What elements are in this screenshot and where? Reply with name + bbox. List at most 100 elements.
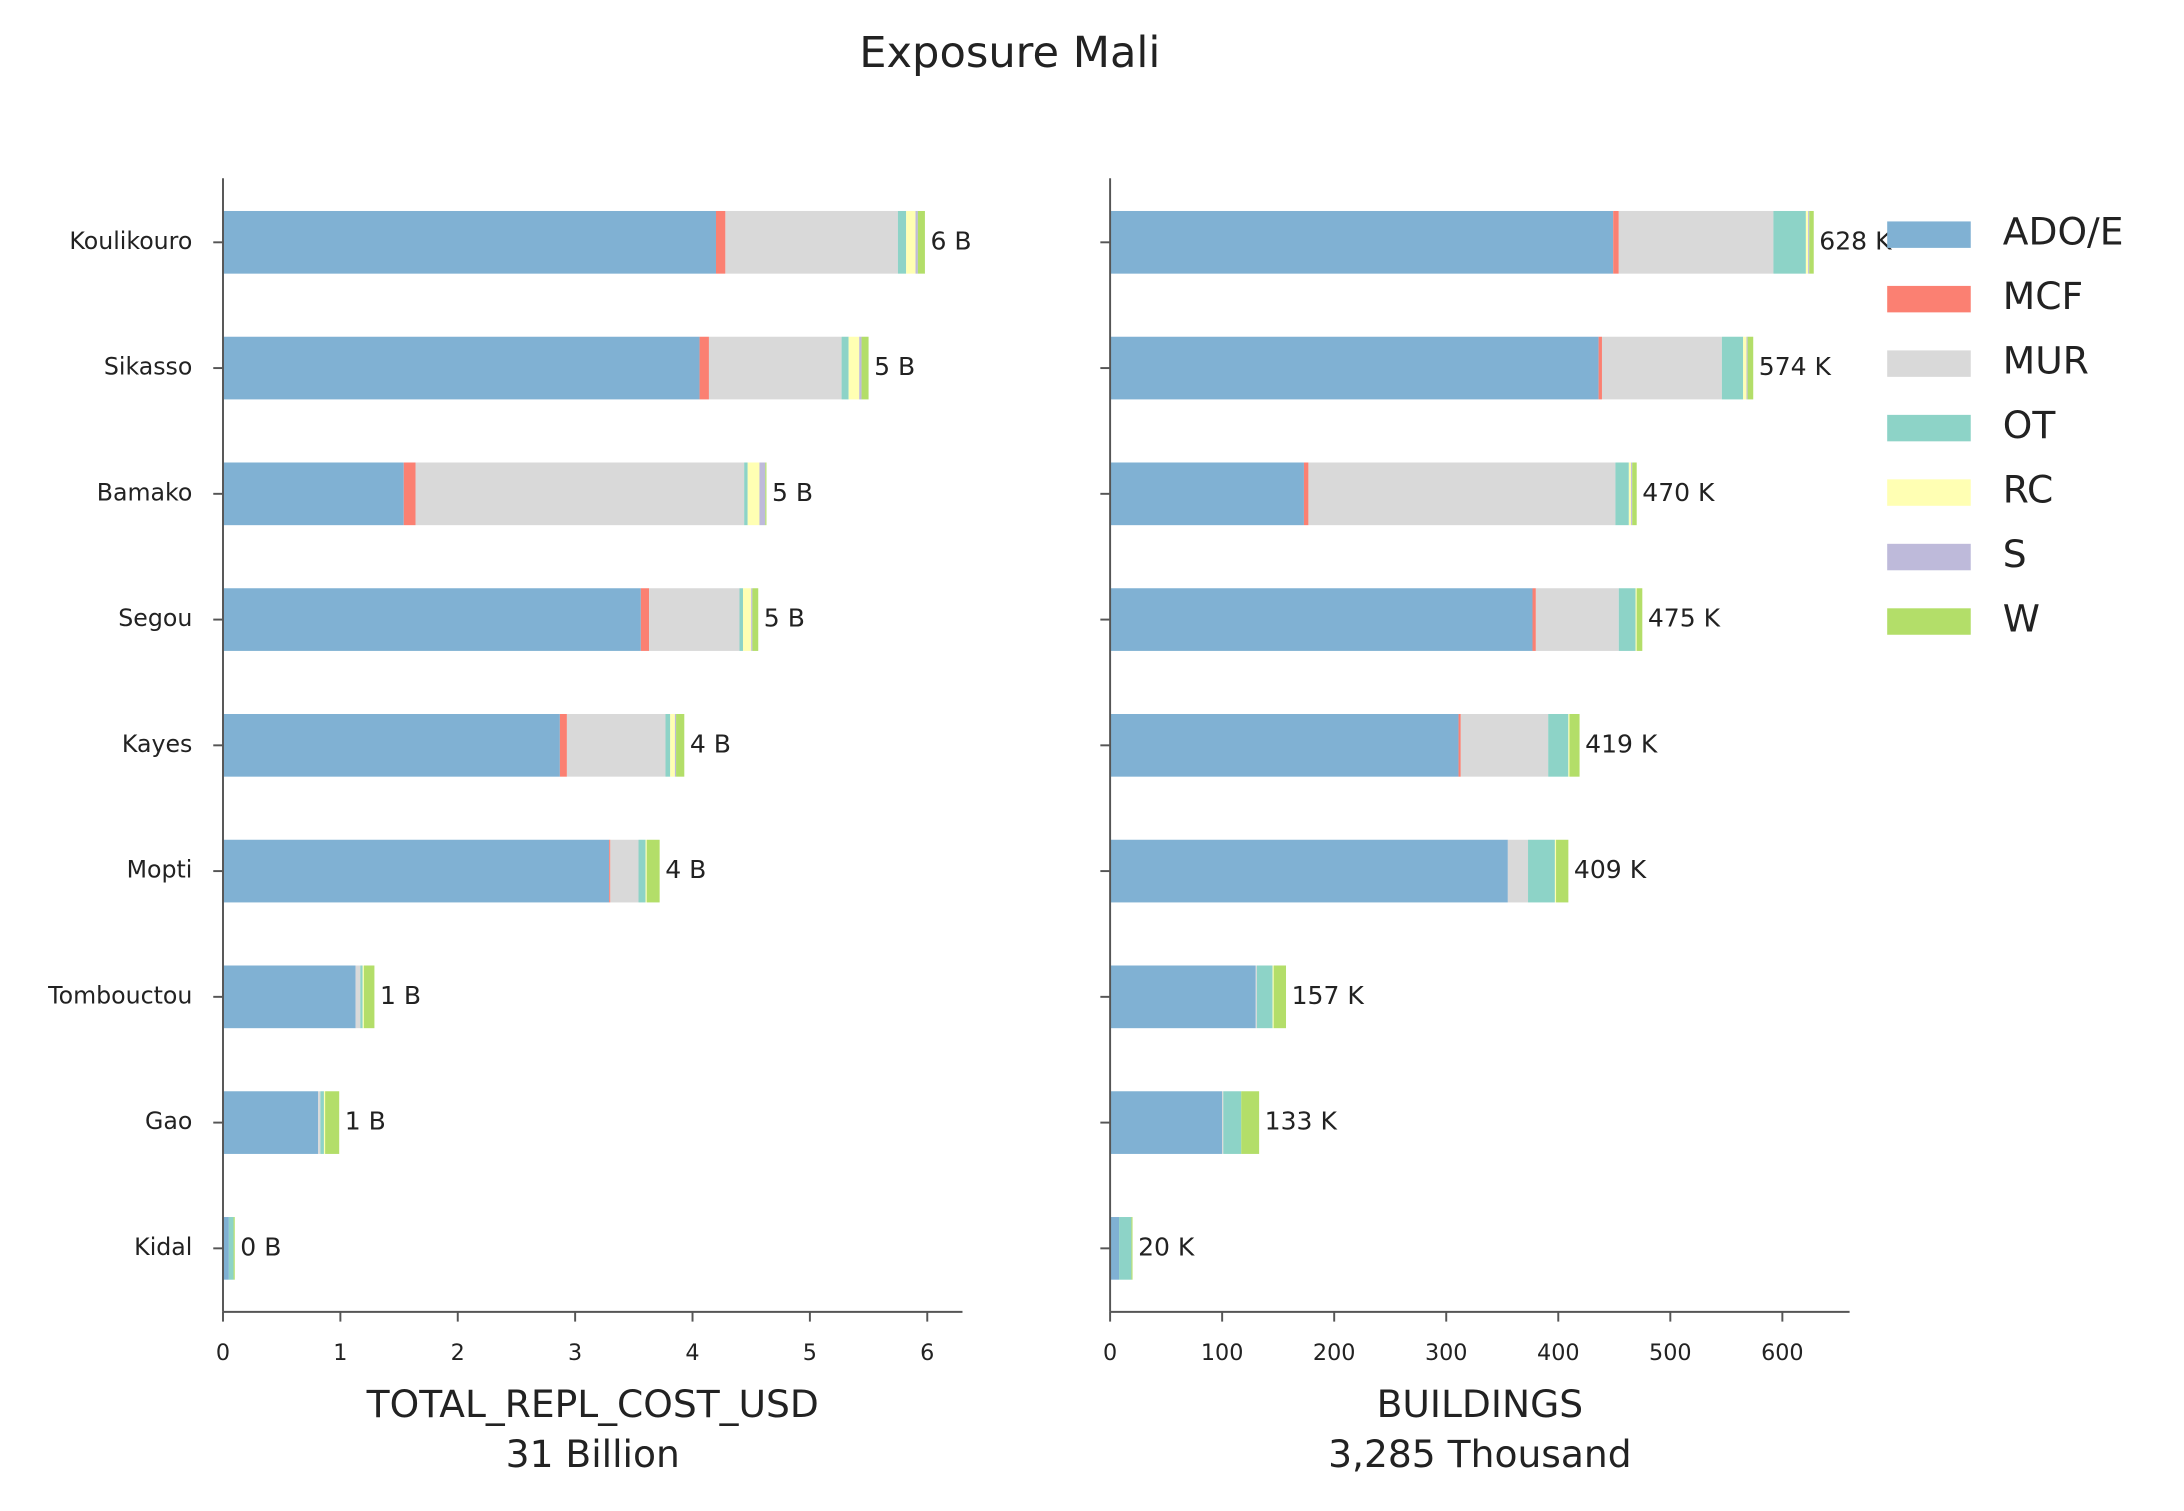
legend-label: MUR [2003,338,2089,382]
bar-segment [223,1091,319,1154]
bar-segment [752,588,759,651]
x-axis-note: 31 Billion [506,1432,680,1476]
bar-segment [1458,713,1461,777]
bar-segment [318,1091,321,1154]
bar-segment [739,588,743,651]
bar-segment [1110,336,1599,400]
bar-segment [638,839,646,903]
total-label: 475 K [1648,604,1721,633]
bar-segment [742,588,752,651]
bar-segment [223,965,356,1029]
total-label: 1 B [345,1107,386,1136]
x-tick-label: 6 [920,1340,934,1366]
bar-segment [1598,336,1602,400]
total-label: 5 B [764,604,805,633]
bar-segment [610,839,639,903]
y-tick-label: Kayes [122,730,192,758]
total-label: 5 B [772,478,813,507]
bar-segment [1272,965,1274,1029]
bar-segment [759,462,766,526]
bar-segment [1601,336,1722,400]
bar-segment [223,210,716,274]
bar-segment [1119,1217,1132,1280]
bar-segment [1743,336,1747,400]
bar-segment [1568,713,1570,777]
y-tick-label: Tombouctou [47,981,192,1009]
legend-swatch [1887,543,1971,571]
y-tick-label: Koulikouro [69,227,192,255]
bar-segment [1628,462,1632,526]
x-tick-label: 5 [803,1340,817,1366]
bar-segment [362,965,364,1029]
legend-label: RC [2003,467,2054,511]
bar-segment [355,965,361,1029]
total-label: 0 B [240,1232,281,1261]
bar-segment [859,336,862,400]
bar-segment [1535,588,1619,651]
bar-segment [751,588,753,651]
bar-segment [1747,336,1754,400]
legend-swatch [1887,285,1971,313]
bar-segment [640,588,650,651]
x-tick-label: 500 [1649,1340,1691,1366]
legend-label: S [2003,532,2027,576]
bar-segment [725,210,898,274]
bar-segment [646,839,660,903]
legend-label: ADO/E [2003,209,2124,253]
bar-segment [360,965,363,1029]
bar-segment [1809,210,1814,274]
bar-segment [1613,210,1619,274]
bar-segment [1110,965,1256,1029]
bar-segment [1618,588,1636,651]
bar-segment [223,1217,229,1280]
bar-segment [1548,713,1569,777]
bar-segment [841,336,849,400]
bar-segment [699,336,709,400]
bar-segment [1110,462,1304,526]
total-label: 157 K [1292,981,1365,1010]
bar-segment [223,588,641,651]
bar-segment [1507,839,1529,903]
bar-segment [1636,588,1643,651]
x-tick-label: 600 [1761,1340,1803,1366]
bar-segment [744,462,748,526]
legend-swatch [1887,350,1971,377]
bar-segment [223,713,560,777]
legend-label: MCF [2003,274,2083,318]
bar-segment [1773,210,1806,274]
bar-segment [848,336,860,400]
x-axis-label: BUILDINGS [1377,1382,1583,1426]
legend-swatch [1887,608,1971,635]
x-tick-label: 0 [216,1340,230,1366]
bar-segment [1805,210,1809,274]
bar-segment [1110,839,1508,903]
total-label: 6 B [930,226,971,255]
bar-segment [223,336,700,400]
total-label: 574 K [1759,352,1832,381]
bar-segment [609,839,611,903]
bar-segment [1222,1091,1224,1154]
total-label: 4 B [690,729,731,758]
total-label: 5 B [874,352,915,381]
bar-segment [1631,462,1633,526]
bar-segment [1110,713,1459,777]
bar-segment [906,210,916,274]
bar-segment [645,839,647,903]
total-label: 470 K [1642,478,1715,507]
bar-segment [715,210,726,274]
bar-segment [1110,1091,1223,1154]
x-tick-label: 100 [1201,1340,1244,1366]
bar-segment [363,965,375,1029]
bar-segment [915,210,918,274]
total-label: 20 K [1138,1232,1195,1261]
x-tick-label: 0 [1103,1340,1117,1366]
bar-segment [1255,965,1257,1029]
bar-segment [1131,1217,1133,1280]
bar-segment [1746,336,1748,400]
bar-segment [223,462,404,526]
bar-segment [1632,462,1637,526]
legend-swatch [1887,479,1971,506]
bar-segment [1303,462,1309,526]
